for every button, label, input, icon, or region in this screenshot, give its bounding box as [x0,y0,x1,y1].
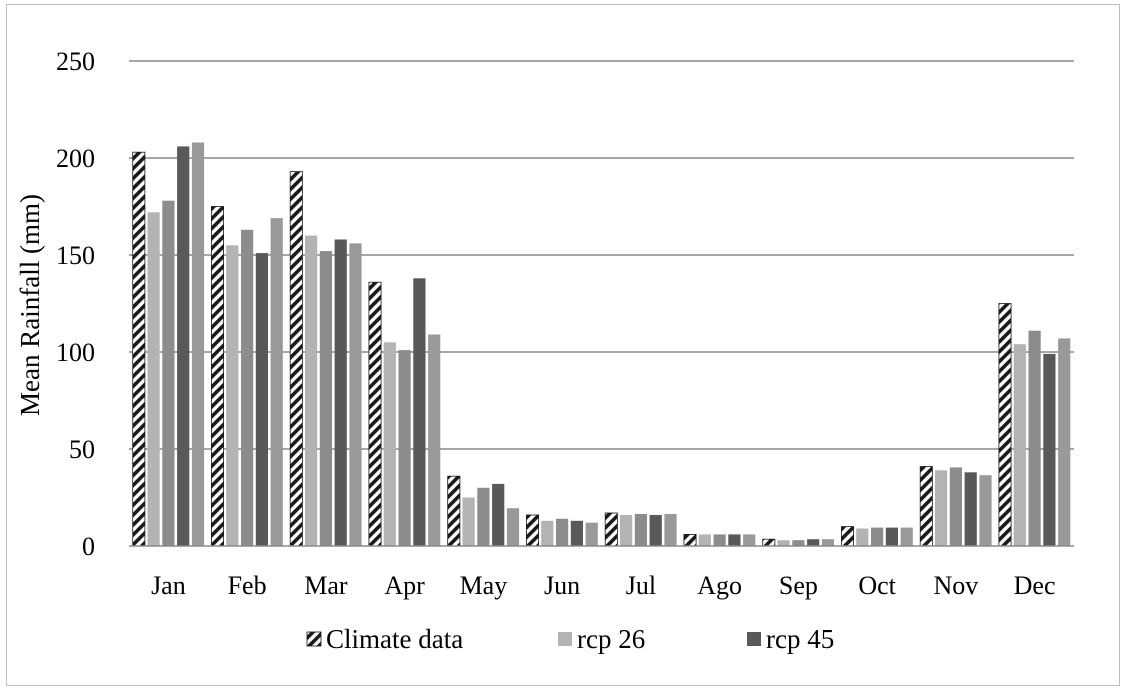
bar-series-1-may [462,497,475,546]
bar-series-3-feb [255,253,268,546]
bar-series-1-sep [777,540,790,546]
bar-series-4-nov [979,475,992,546]
legend-label: Climate data [326,624,463,654]
bar-series-3-mar [334,239,347,546]
bar-series-4-may [506,508,520,546]
bar-series-0-ago [683,534,697,547]
axis-layer: 0 50 100 150 200 250 Jan Feb Mar Apr May Jun Jul Ago S… [56,47,1074,600]
bar-series-2-nov [949,467,962,546]
y-axis-title: Mean Rainfall (mm) [15,194,45,416]
x-tick-label: Jun [544,571,580,600]
x-tick-label: Feb [228,571,267,600]
bar-series-3-dec [1043,353,1056,546]
bar-series-0-may [447,475,461,547]
bar-series-4-apr [428,334,441,546]
bar-series-0-dec [998,303,1012,547]
y-tick-label: 0 [82,532,95,561]
bar-series-2-jun [556,518,569,546]
bar-series-0-feb [210,206,224,547]
x-tick-label: Sep [779,571,818,600]
bar-series-3-jan [177,146,190,546]
bar-series-4-mar [349,243,362,546]
y-tick-label: 200 [56,144,95,173]
bar-series-1-jun [541,520,554,546]
bar-series-4-jan [191,142,205,546]
bar-series-0-mar [289,171,303,547]
x-tick-label: Jan [151,571,186,600]
bar-series-4-jun [585,522,598,546]
bar-series-2-oct [871,527,884,546]
bar-series-3-jun [570,520,583,546]
y-tick-label: 150 [56,241,95,270]
chart-frame: 0 50 100 150 200 250 Jan Feb Mar Apr May Jun Jul Ago S… [6,4,1120,686]
bar-series-4-ago [743,534,756,546]
grid-layer [129,60,1074,450]
y-tick-label: 250 [56,47,95,76]
bar-series-1-jul [620,515,633,546]
bar-series-1-ago [698,534,711,546]
y-tick-label: 100 [56,338,95,367]
bar-series-0-jan [132,151,146,547]
legend-swatch [306,631,322,647]
legend-label: rcp 26 [577,624,645,654]
bar-series-2-sep [792,540,805,546]
bar-series-3-apr [413,278,426,546]
bar-series-1-oct [856,528,869,546]
bar-series-2-apr [398,350,411,546]
legend: Climate data rcp 26 rcp 45 [306,624,834,654]
bar-series-2-jan [162,200,175,546]
bar-series-4-dec [1058,338,1071,546]
bar-series-2-jul [634,514,647,546]
bar-series-0-sep [762,538,776,547]
bar-series-1-dec [1013,344,1026,546]
bar-series-4-sep [821,539,835,546]
bar-series-2-may [477,487,490,546]
bar-series-4-feb [270,218,283,546]
x-tick-label: May [460,571,508,600]
bar-series-3-may [492,483,505,546]
bar-series-4-oct [900,527,913,546]
bar-series-1-feb [226,245,239,547]
bar-series-3-oct [885,527,898,546]
bar-series-3-ago [728,534,741,546]
bar-series-0-nov [919,466,933,547]
legend-swatch [747,632,761,646]
legend-swatch [558,632,572,646]
bar-series-2-feb [241,229,254,547]
x-tick-label: Mar [304,571,348,600]
bar-series-1-jan [147,212,160,547]
bar-series-2-dec [1028,330,1041,546]
bar-series-3-nov [964,472,977,546]
bar-series-2-ago [713,534,726,546]
bar-series-1-nov [935,470,948,546]
bar-series-1-apr [383,342,396,546]
legend-label: rcp 45 [766,624,834,654]
bar-series-0-oct [841,526,855,547]
chart-svg: 0 50 100 150 200 250 Jan Feb Mar Apr May Jun Jul Ago S… [15,47,1074,654]
bar-series-2-mar [319,251,332,546]
bar-series-3-jul [649,515,662,546]
x-tick-label: Apr [384,571,425,600]
bar-series-0-apr [368,281,382,547]
bar-series-3-sep [807,539,820,546]
y-tick-label: 50 [69,435,95,464]
x-tick-label: Oct [858,571,896,600]
bar-layer [132,142,1071,547]
x-tick-label: Ago [697,571,742,600]
x-tick-label: Dec [1014,571,1056,600]
x-tick-label: Jul [626,571,656,600]
bar-series-0-jul [604,512,618,547]
x-tick-label: Nov [934,571,979,600]
bar-series-1-mar [305,235,318,546]
bar-series-0-jun [526,514,540,547]
bar-series-4-jul [664,514,677,546]
